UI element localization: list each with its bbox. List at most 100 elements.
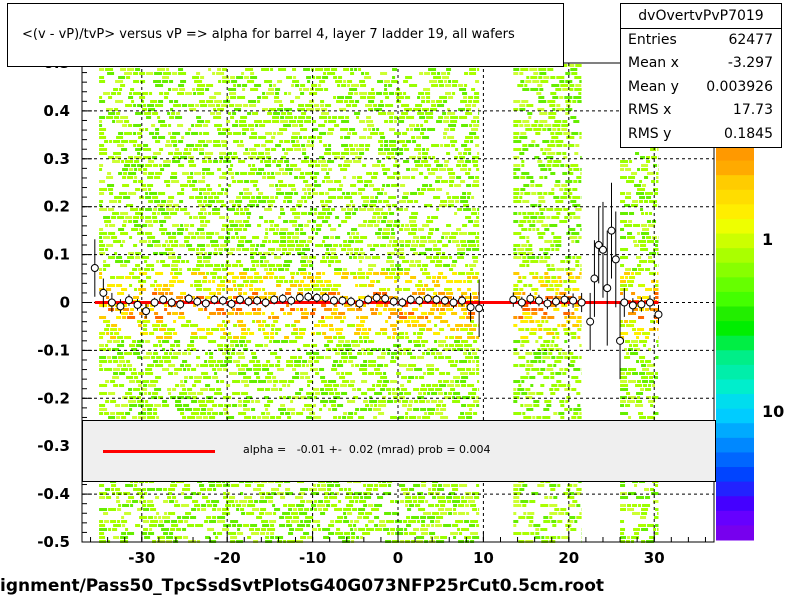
- density-cell: [364, 76, 372, 79]
- density-cell: [114, 252, 118, 255]
- density-cell: [257, 416, 262, 419]
- density-cell: [431, 104, 437, 107]
- density-cell: [318, 160, 327, 163]
- density-cell: [393, 224, 401, 227]
- density-cell: [321, 112, 330, 115]
- density-cell: [564, 356, 571, 359]
- density-cell: [204, 212, 208, 215]
- density-cell: [293, 76, 297, 79]
- density-cell: [575, 260, 580, 263]
- density-cell: [99, 272, 103, 275]
- density-cell: [448, 80, 452, 83]
- density-cell: [302, 408, 306, 411]
- density-cell: [629, 276, 636, 279]
- density-cell: [542, 356, 551, 359]
- density-cell: [530, 216, 538, 219]
- density-cell: [234, 212, 240, 215]
- density-cell: [574, 152, 579, 155]
- density-cell: [657, 252, 659, 255]
- density-cell: [313, 416, 322, 419]
- density-cell: [154, 516, 158, 519]
- density-cell: [223, 332, 228, 335]
- density-cell: [449, 176, 456, 179]
- density-cell: [513, 284, 519, 287]
- density-cell: [133, 72, 139, 75]
- density-cell: [533, 128, 542, 131]
- density-cell: [531, 140, 536, 143]
- density-cell: [401, 376, 408, 379]
- density-cell: [294, 360, 302, 363]
- density-cell: [132, 416, 138, 419]
- density-cell: [294, 168, 302, 171]
- density-cell: [378, 412, 385, 415]
- density-cell: [212, 208, 221, 211]
- density-cell: [198, 204, 205, 207]
- density-cell: [457, 256, 465, 259]
- density-cell: [259, 512, 265, 515]
- density-cell: [389, 272, 396, 275]
- density-cell: [261, 144, 267, 147]
- density-cell: [513, 296, 521, 299]
- density-cell: [513, 412, 522, 415]
- density-cell: [639, 372, 646, 375]
- density-cell: [529, 68, 538, 71]
- density-cell: [446, 68, 452, 71]
- density-cell: [249, 360, 256, 363]
- density-cell: [448, 512, 453, 515]
- density-cell: [154, 244, 162, 247]
- density-cell: [394, 280, 398, 283]
- density-cell: [556, 152, 562, 155]
- density-cell: [521, 340, 530, 343]
- density-cell: [164, 352, 169, 355]
- density-cell: [657, 328, 659, 331]
- density-cell: [554, 208, 563, 211]
- density-cell: [370, 404, 374, 407]
- density-cell: [99, 168, 103, 171]
- density-cell: [322, 528, 331, 531]
- density-cell: [302, 152, 307, 155]
- density-cell: [253, 364, 262, 367]
- density-cell: [533, 524, 541, 527]
- density-cell: [159, 344, 163, 347]
- density-cell: [221, 188, 225, 191]
- density-cell: [164, 96, 169, 99]
- density-cell: [286, 76, 293, 79]
- density-cell: [345, 496, 353, 499]
- density-cell: [299, 512, 308, 515]
- density-cell: [425, 316, 429, 319]
- density-cell: [244, 344, 248, 347]
- density-cell: [311, 344, 318, 347]
- density-cell: [139, 312, 146, 315]
- density-cell: [110, 328, 118, 331]
- density-cell: [275, 172, 282, 175]
- density-cell: [270, 224, 274, 227]
- density-cell: [138, 268, 144, 271]
- density-cell: [624, 320, 629, 323]
- density-cell: [149, 524, 158, 527]
- density-cell: [366, 348, 371, 351]
- density-cell: [352, 388, 357, 391]
- density-cell: [571, 336, 577, 339]
- density-cell: [330, 492, 335, 495]
- density-cell: [270, 536, 275, 539]
- density-cell: [427, 320, 432, 323]
- density-cell: [328, 196, 337, 199]
- density-cell: [536, 92, 542, 95]
- density-cell: [455, 360, 459, 363]
- density-cell: [427, 168, 431, 171]
- density-cell: [554, 284, 563, 287]
- density-cell: [239, 120, 247, 123]
- density-cell: [231, 352, 236, 355]
- density-cell: [436, 164, 444, 167]
- density-cell: [524, 404, 533, 407]
- density-cell: [347, 232, 351, 235]
- density-cell: [409, 216, 418, 219]
- density-cell: [267, 380, 273, 383]
- density-cell: [420, 268, 424, 271]
- density-cell: [393, 164, 401, 167]
- density-cell: [137, 152, 141, 155]
- density-cell: [564, 216, 569, 219]
- density-cell: [228, 172, 235, 175]
- density-cell: [461, 308, 468, 311]
- density-cell: [572, 100, 577, 103]
